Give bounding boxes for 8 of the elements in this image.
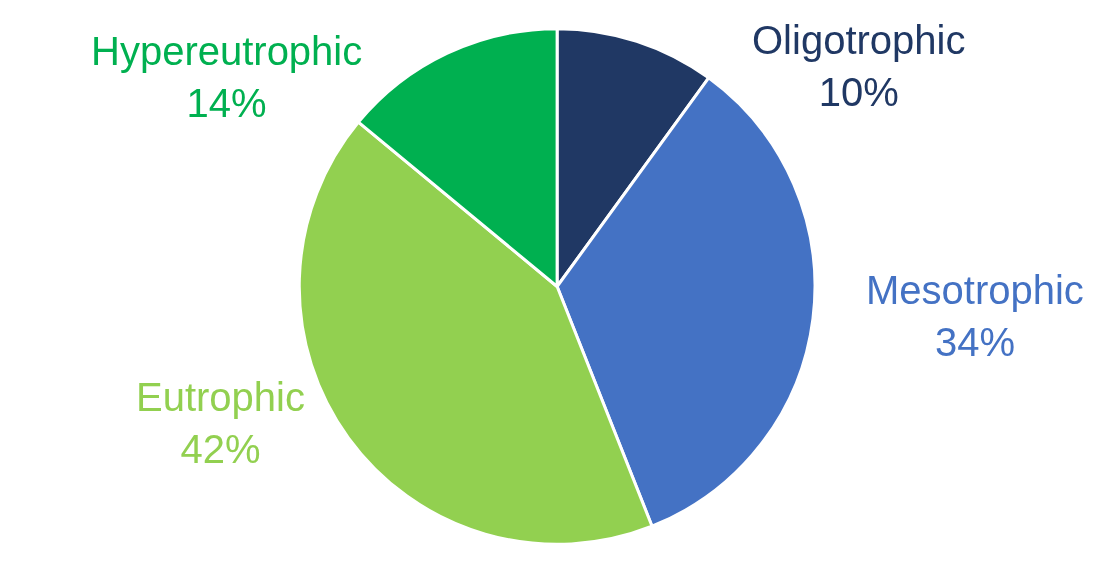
slice-label: Hypereutrophic <box>91 29 363 73</box>
slice-label: Eutrophic <box>136 375 305 419</box>
data-label: 10% <box>818 70 899 114</box>
data-label: 14% <box>186 81 267 125</box>
slice-label: Oligotrophic <box>752 18 966 62</box>
slice-label: Mesotrophic <box>866 268 1084 312</box>
data-label: 34% <box>934 320 1015 364</box>
data-label: 42% <box>180 427 261 471</box>
